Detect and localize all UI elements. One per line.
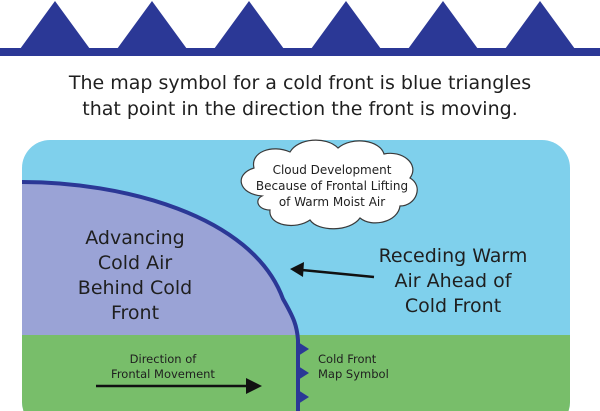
cloud-label-line: Cloud Development — [272, 163, 392, 177]
cold-air-label-line: Front — [110, 302, 160, 324]
cold-front-boundary — [22, 180, 300, 411]
symbol-label: Cold Front Map Symbol — [318, 352, 408, 382]
movement-label-line: Direction of — [129, 352, 197, 366]
caption-line: that point in the direction the front is… — [82, 98, 518, 120]
cloud-label-line: Because of Frontal Lifting — [255, 179, 409, 193]
front-symbol-triangle — [505, 1, 575, 49]
warm-air-label-line: Cold Front — [404, 295, 502, 317]
movement-label: Direction of Frontal Movement — [98, 352, 228, 382]
cold-air-label: Advancing Cold Air Behind Cold Front — [55, 226, 215, 326]
movement-arrow-icon — [96, 378, 262, 394]
front-symbol-triangle — [117, 1, 187, 49]
front-symbol-triangle — [214, 1, 284, 49]
map-symbol-triangle — [298, 390, 309, 404]
caption-line: The map symbol for a cold front is blue … — [68, 72, 532, 94]
map-symbol-triangle — [298, 366, 309, 380]
cloud-label: Cloud Development Because of Frontal Lif… — [252, 162, 412, 210]
cloud-icon — [240, 139, 418, 230]
front-symbol-line — [0, 48, 600, 56]
cold-air-label-line: Advancing — [85, 227, 185, 249]
arrow-to-front-icon — [290, 262, 375, 279]
cold-air-label-line: Cold Air — [97, 252, 173, 274]
symbol-label-line: Cold Front — [318, 352, 377, 366]
front-illustration-panel — [22, 140, 570, 411]
front-symbol-triangle — [311, 1, 381, 49]
warm-air-label-line: Receding Warm — [378, 245, 528, 267]
front-symbol-triangle — [20, 1, 90, 49]
warm-air-label-line: Air Ahead of — [394, 270, 512, 292]
cold-air-label-line: Behind Cold — [77, 277, 193, 299]
cloud-label-line: of Warm Moist Air — [278, 195, 386, 209]
symbol-label-line: Map Symbol — [318, 367, 389, 381]
front-symbol-triangle — [408, 1, 478, 49]
warm-air-label: Receding Warm Air Ahead of Cold Front — [368, 244, 538, 319]
movement-label-line: Frontal Movement — [111, 367, 215, 381]
caption: The map symbol for a cold front is blue … — [0, 70, 600, 122]
map-symbol-triangle — [298, 342, 309, 356]
cold-air-mass — [22, 183, 297, 335]
